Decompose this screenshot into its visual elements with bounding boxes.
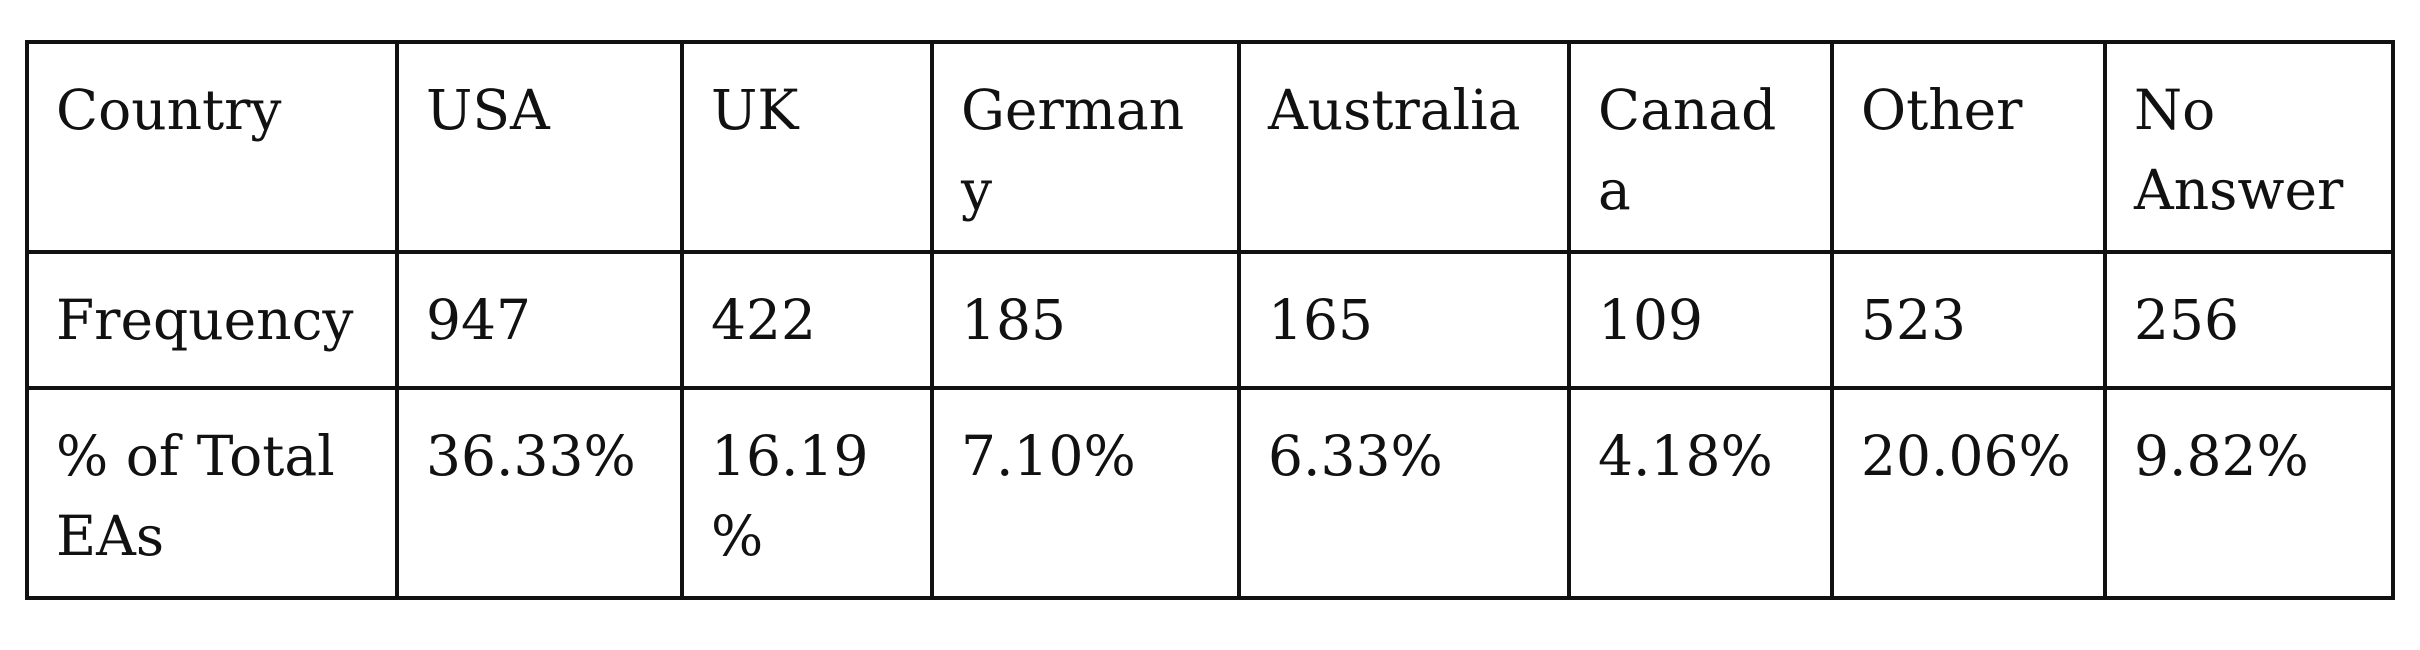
- table-cell: UK: [680, 40, 934, 254]
- table-cell: 256: [2103, 250, 2395, 390]
- row-label-percent: % of Total EAs: [25, 386, 399, 600]
- table-cell: 947: [395, 250, 684, 390]
- table-cell: No Answer: [2103, 40, 2395, 254]
- table-cell: 7.10%: [930, 386, 1241, 600]
- country-frequency-table: Country USA UK Germany Australia Canada …: [25, 40, 2395, 600]
- row-label-country: Country: [25, 40, 399, 254]
- table-row-percent: % of Total EAs 36.33% 16.19% 7.10% 6.33%…: [25, 386, 2395, 600]
- table-cell: 4.18%: [1567, 386, 1834, 600]
- table-cell: Australia: [1237, 40, 1571, 254]
- table-cell: 20.06%: [1830, 386, 2107, 600]
- table-cell: 9.82%: [2103, 386, 2395, 600]
- table-cell: USA: [395, 40, 684, 254]
- table-cell: 109: [1567, 250, 1834, 390]
- table-cell: 422: [680, 250, 934, 390]
- table-cell: 185: [930, 250, 1241, 390]
- table-cell: 16.19%: [680, 386, 934, 600]
- table-cell: Other: [1830, 40, 2107, 254]
- table-cell: 36.33%: [395, 386, 684, 600]
- table-cell: 523: [1830, 250, 2107, 390]
- table-row-frequency: Frequency 947 422 185 165 109 523 256: [25, 250, 2395, 390]
- table-cell: Canada: [1567, 40, 1834, 254]
- table-cell: 6.33%: [1237, 386, 1571, 600]
- row-label-frequency: Frequency: [25, 250, 399, 390]
- table-cell: 165: [1237, 250, 1571, 390]
- table-row-country: Country USA UK Germany Australia Canada …: [25, 40, 2395, 254]
- table-cell: Germany: [930, 40, 1241, 254]
